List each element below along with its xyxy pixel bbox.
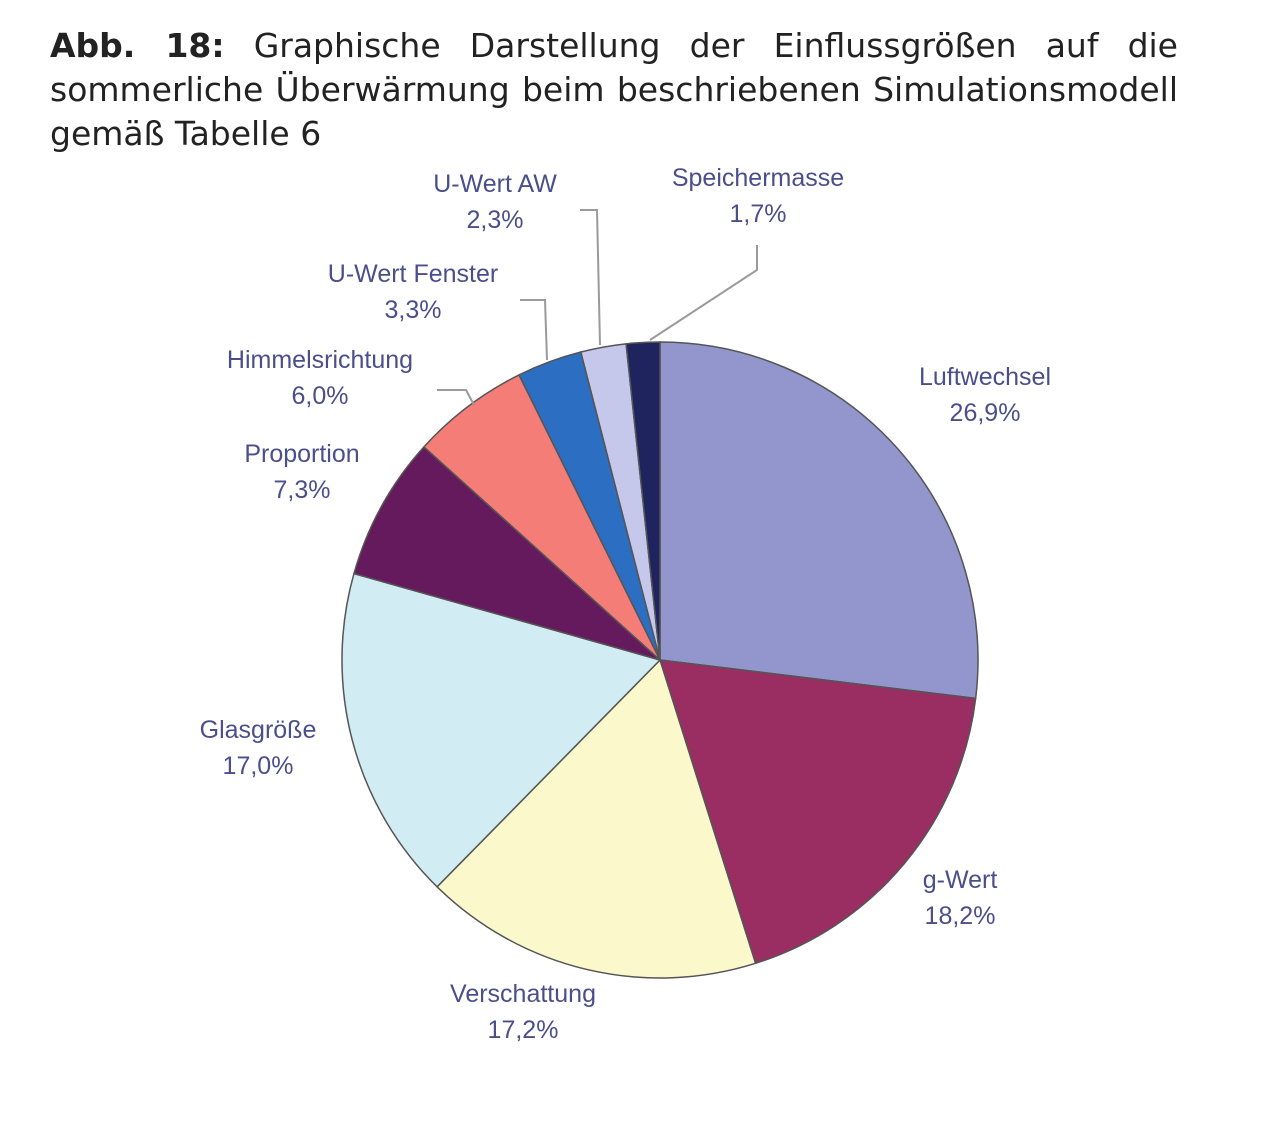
slice-value-u-wert-fenster: 3,3% xyxy=(385,296,442,324)
leader-lines xyxy=(437,209,758,406)
pie-slice-verschattung xyxy=(436,658,757,979)
caption-text: Graphische Darstellung der Einflussgröße… xyxy=(50,26,1178,153)
slice-label-himmelsrichtung: Himmelsrichtung xyxy=(227,346,413,374)
slice-value-himmelsrichtung: 6,0% xyxy=(292,382,349,410)
slice-value-verschattung: 17,2% xyxy=(488,1016,559,1044)
pie-slice-glasgroesse xyxy=(341,572,662,888)
pie-slice-proportion xyxy=(353,445,661,661)
pie-slice-himmelsrichtung xyxy=(422,373,661,661)
slice-label-u-wert-fenster: U-Wert Fenster xyxy=(328,260,498,288)
leader-line-speichermasse xyxy=(649,245,758,341)
slice-value-u-wert-aw: 2,3% xyxy=(467,206,524,234)
leader-line-himmelsrichtung xyxy=(437,389,475,406)
slice-labels: Luftwechsel 26,9% g-Wert 18,2% Verschattung 1… xyxy=(200,164,1051,1044)
slice-label-glasgroesse: Glasgröße xyxy=(200,716,317,744)
slice-value-luftwechsel: 26,9% xyxy=(950,399,1021,427)
pie-slice-speichermasse xyxy=(625,341,661,661)
leader-line-u-wert-fenster xyxy=(520,299,548,361)
slice-label-speichermasse: Speichermasse xyxy=(672,164,844,192)
slice-label-luftwechsel: Luftwechsel xyxy=(919,363,1051,391)
slice-label-verschattung: Verschattung xyxy=(450,980,596,1008)
pie-slices xyxy=(341,341,979,979)
pie-slice-luftwechsel xyxy=(659,341,979,700)
slice-label-u-wert-aw: U-Wert AW xyxy=(433,170,557,198)
slice-value-g-wert: 18,2% xyxy=(925,902,996,930)
figure-caption: Abb. 18: Graphische Darstellung der Einf… xyxy=(50,24,1178,156)
caption-label: Abb. 18: xyxy=(50,26,225,65)
pie-slice-g-wert xyxy=(658,659,977,965)
slice-value-speichermasse: 1,7% xyxy=(730,200,787,228)
slice-label-proportion: Proportion xyxy=(244,440,359,468)
slice-value-glasgroesse: 17,0% xyxy=(223,752,294,780)
slice-label-g-wert: g-Wert xyxy=(923,866,998,894)
leader-line-u-wert-aw xyxy=(580,209,601,346)
slice-value-proportion: 7,3% xyxy=(274,476,331,504)
